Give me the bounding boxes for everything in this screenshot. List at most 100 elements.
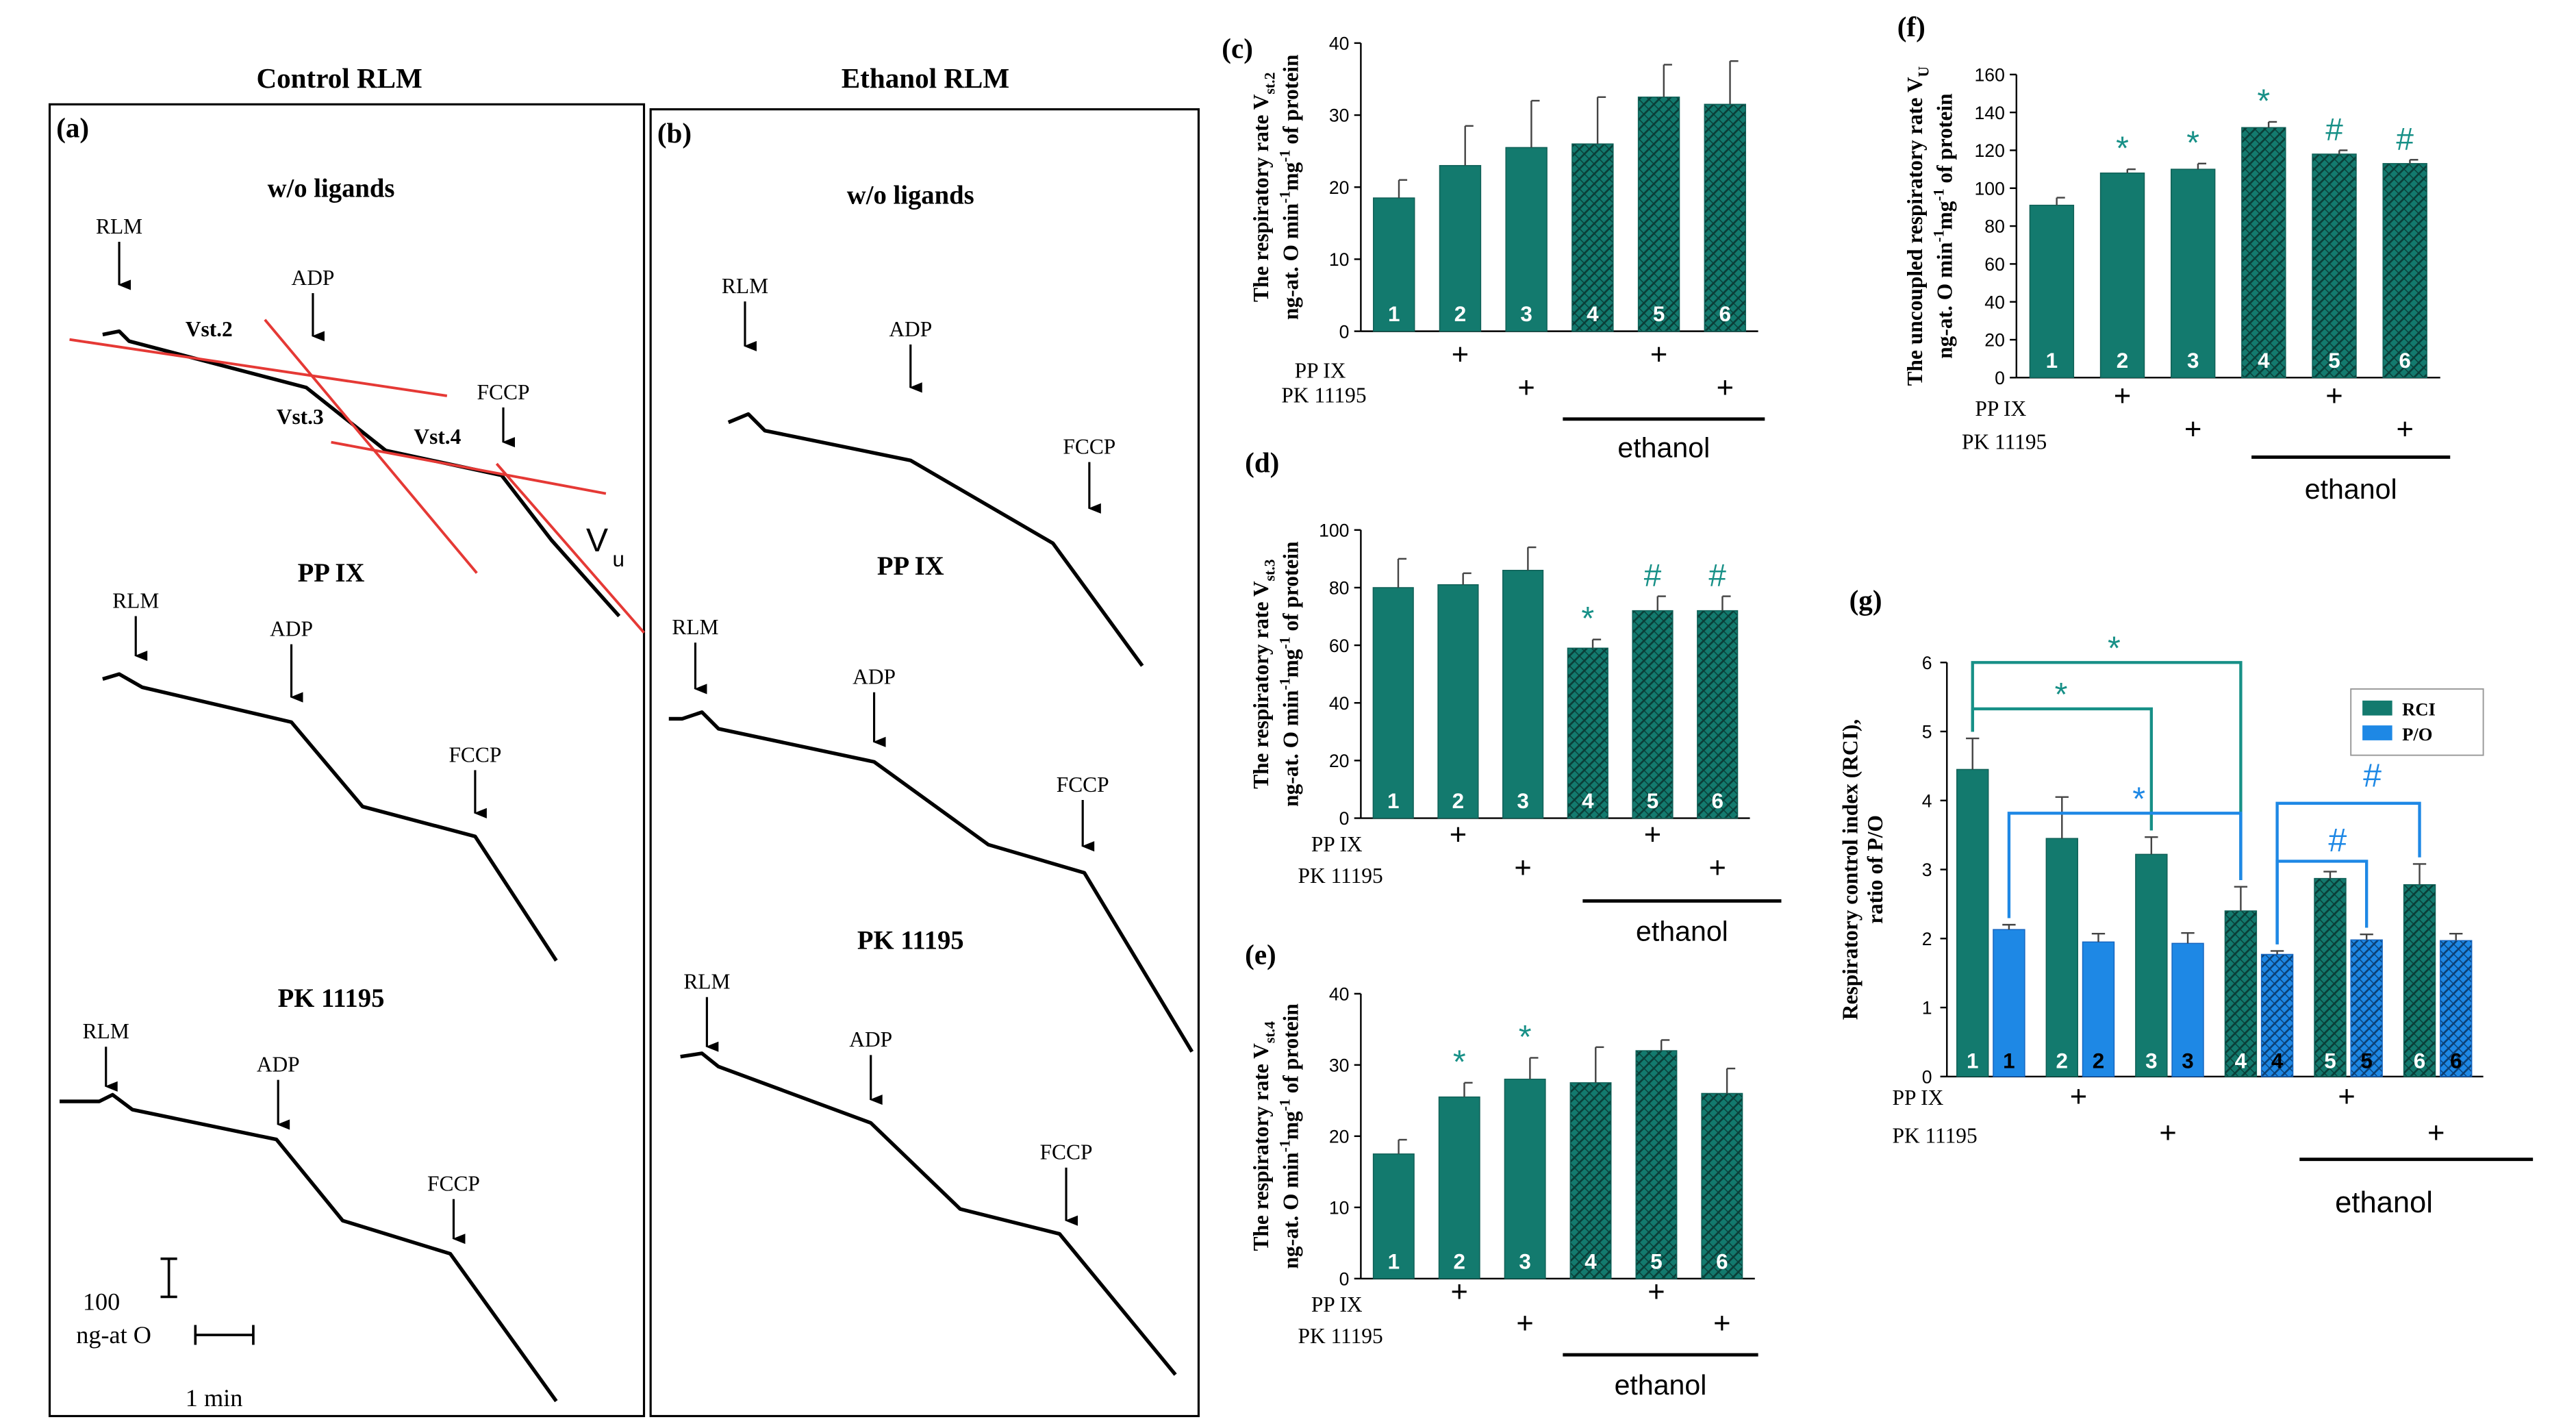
vst2-label: Vst.2: [186, 317, 233, 341]
significance-star: *: [1519, 1018, 1532, 1055]
plus-pk: +: [1516, 1308, 1533, 1340]
trace-section-b-3: PK 11195 RLM ADP FCCP: [680, 927, 1177, 1376]
plus-pk: +: [1708, 852, 1726, 885]
bar-number: 3: [2182, 1049, 2193, 1073]
bar-number: 2: [2056, 1049, 2068, 1073]
chart-c: (c) 0 10 20 30 40 The respiratory rate Vst.2 ng…: [1222, 33, 1765, 463]
bar-3: [1505, 147, 1548, 332]
bar-number: 2: [1452, 789, 1464, 813]
legend: RCI P/O: [2350, 688, 2484, 756]
treatment-pk-label: PK 11195: [1298, 864, 1383, 888]
y-tick-label: 4: [1922, 790, 1932, 811]
y-axis-label-subscript: U: [1916, 66, 1932, 77]
significance-star: *: [2116, 130, 2129, 167]
y-tick-label: 10: [1329, 249, 1350, 270]
ethanol-label: ethanol: [2305, 473, 2397, 505]
y-tick-label: 20: [1329, 177, 1350, 198]
treatment-ppix-label: PP IX: [1295, 358, 1346, 382]
bar-1: [2029, 204, 2075, 379]
y-axis-label-part: mg: [1279, 162, 1303, 190]
y-axis-label-sup: -1: [1276, 191, 1293, 203]
y-axis-label-sup: -1: [1930, 229, 1947, 242]
rci-bar-1: [1956, 768, 1989, 1077]
y-axis-label-sup: -1: [1276, 1140, 1293, 1152]
bar-5: [1635, 1050, 1678, 1279]
trace-section-b-2: PP IX RLM ADP FCCP: [668, 552, 1194, 1053]
chart-g: (g) 0 1 2 3 4 5 6 Respiratory control index (RCI…: [1839, 584, 2534, 1219]
trace-label-adp: ADP: [257, 1053, 300, 1077]
plus-pk: +: [2159, 1116, 2176, 1149]
panel-a-frame: [48, 103, 646, 1418]
y-tick-label: 0: [1339, 808, 1350, 829]
y-tick-label: 30: [1329, 1055, 1350, 1076]
trace-label-fccp: FCCP: [427, 1172, 480, 1196]
significance-star: *: [2132, 780, 2145, 817]
bar-number: 6: [2450, 1049, 2462, 1073]
rci-bar-3: [2135, 853, 2168, 1077]
bar-number: 6: [2414, 1049, 2425, 1073]
y-axis-label-line1: The respiratory rate V: [1249, 1043, 1273, 1251]
trace-label-rlm: RLM: [96, 214, 142, 238]
bar-number: 1: [1387, 789, 1399, 813]
chart-f: (f) 0 20 40 60 80 100 120 140 160 The uncoupled re…: [1897, 11, 2451, 505]
significance-star: *: [2186, 124, 2199, 161]
bar-4: [1569, 1082, 1612, 1279]
y-tick-label: 120: [1975, 140, 2005, 161]
plus-ppix: +: [1650, 338, 1667, 371]
y-axis-label-sup: -1: [1930, 188, 1947, 201]
significance-star: *: [2055, 676, 2068, 713]
plus-pk: +: [2184, 413, 2201, 446]
trace-section-b-1: w/o ligands RLM ADP FCCP: [722, 181, 1144, 667]
plus-pk: +: [1717, 371, 1734, 404]
significance-bracket: [2007, 812, 2243, 918]
y-tick-label: 40: [1984, 292, 2005, 312]
scale-y-value: 100: [83, 1288, 120, 1316]
legend-box: [2350, 688, 2484, 756]
y-axis-label: The respiratory rate Vst.4ng-at. O min-1…: [1249, 1003, 1303, 1268]
bar-6: [2382, 163, 2427, 379]
y-tick-label: 6: [1922, 653, 1932, 673]
significance-hash: #: [2396, 121, 2414, 157]
trace-section-title: PK 11195: [278, 984, 385, 1013]
bar-number: 4: [2271, 1049, 2284, 1073]
y-axis-label-line2: ratio of P/O: [1863, 815, 1887, 924]
significance-hash: #: [1644, 558, 1662, 593]
bar-1: [1372, 587, 1414, 819]
panel-a-letter: (a): [56, 112, 89, 144]
y-tick-label: 20: [1329, 751, 1350, 771]
oxygen-trace-line: [60, 1092, 558, 1403]
bar-number: 3: [1520, 302, 1532, 326]
trace-label-adp: ADP: [270, 617, 313, 641]
trace-label-adp: ADP: [849, 1027, 892, 1051]
tangent-line: [264, 318, 478, 574]
bar-number: 3: [2187, 349, 2199, 373]
rci-bar-5: [2314, 877, 2347, 1077]
plus-ppix: +: [1450, 818, 1467, 851]
y-axis-label-sup: -1: [1276, 150, 1293, 162]
y-tick-label: 40: [1329, 693, 1350, 714]
bar-number: 1: [1967, 1049, 1978, 1073]
y-axis-label-part: mg: [1279, 1111, 1303, 1140]
bar-4: [2241, 127, 2286, 379]
y-tick-label: 80: [1984, 216, 2005, 237]
plus-pk: +: [1713, 1308, 1730, 1340]
trace-label-rlm: RLM: [112, 588, 159, 612]
significance-bracket: [2275, 860, 2369, 945]
significance-hash: #: [1708, 558, 1726, 593]
y-tick-label: 100: [1975, 178, 2005, 199]
significance-star: *: [2257, 82, 2270, 119]
y-axis-label-part: of protein: [1279, 1003, 1303, 1099]
trace-label-fccp: FCCP: [477, 380, 530, 404]
oxygen-trace-line: [680, 1051, 1177, 1376]
plus-pk: +: [1517, 371, 1535, 404]
y-tick-label: 160: [1975, 64, 2005, 85]
bar-number: 1: [1388, 1249, 1400, 1273]
trace-section-title: PP IX: [877, 552, 944, 581]
bar-number: 4: [2235, 1049, 2247, 1073]
plus-ppix: +: [2114, 379, 2131, 412]
panel-b-header: Ethanol RLM: [842, 62, 1009, 94]
po-bar-2: [2082, 941, 2115, 1077]
bar-number: 1: [1388, 302, 1400, 326]
